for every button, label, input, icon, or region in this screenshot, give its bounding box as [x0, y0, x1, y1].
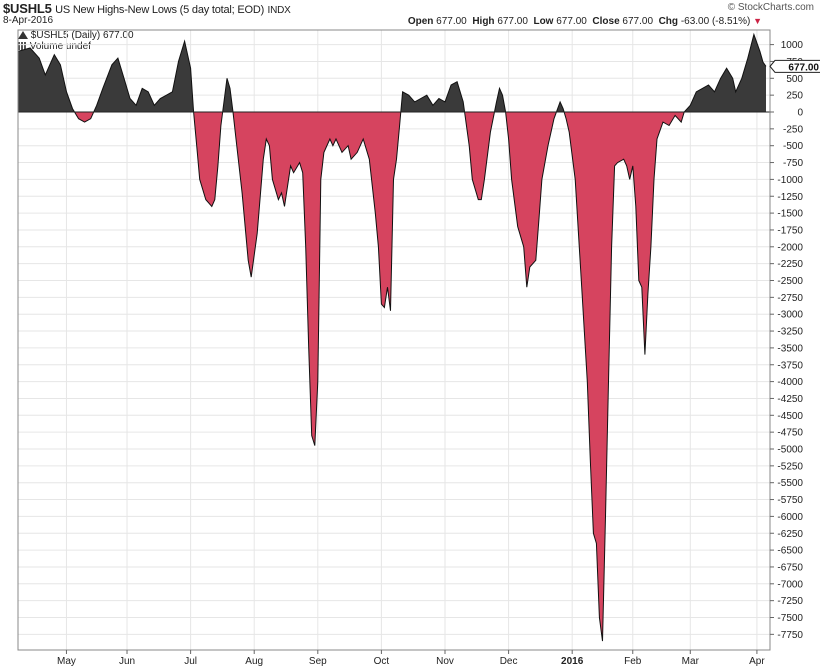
last-value-tag-label: 677.00 [788, 62, 819, 73]
y-tick-label: -4750 [777, 428, 803, 439]
volume-legend: Volume undef [18, 41, 91, 52]
series-line-path [17, 32, 767, 642]
axes [17, 29, 771, 651]
last-value-tag [769, 59, 820, 73]
as-of-date: 8-Apr-2016 [3, 15, 54, 26]
y-tick-label: 250 [786, 91, 803, 102]
y-tick-label: -1250 [777, 192, 803, 203]
x-axis-ticks: May Jun Jul Aug Sep Oct Nov Dec 2016 Feb Mar Apr [57, 650, 765, 667]
symbol-label: $USHL5 [3, 1, 52, 16]
y-tick-label: -1750 [777, 225, 803, 236]
y-tick-label: -1500 [777, 209, 803, 220]
series-line [17, 32, 770, 642]
x-tick-label: Aug [245, 656, 263, 667]
y-tick-label: 1000 [781, 40, 804, 51]
y-tick-label: -5250 [777, 461, 803, 472]
y-tick-label: -6250 [777, 529, 803, 540]
chart-title: $USHL5 US New Highs-New Lows (5 day tota… [3, 1, 291, 16]
y-tick-label: -4250 [777, 394, 803, 405]
open-label: Open [407, 16, 434, 27]
y-tick-label: -1000 [777, 175, 803, 186]
x-tick-label: May [57, 656, 76, 667]
ohlc-summary: Open 677.00 High 677.00 Low 677.00 Close… [408, 16, 762, 27]
x-tick-label: Dec [500, 656, 518, 667]
plot-frame [17, 29, 771, 651]
series-legend-label: $USHL5 (Daily) 677.00 [30, 30, 134, 41]
low-label: Low [533, 16, 554, 27]
y-tick-label: -2000 [777, 242, 803, 253]
y-tick-label: -7250 [777, 596, 803, 607]
y-tick-label: 500 [786, 74, 803, 85]
last-value-tag-group: 677.00 [769, 59, 820, 73]
stockcharts-logo: © StockCharts.com [727, 2, 814, 13]
y-tick-label: -5500 [777, 478, 803, 489]
y-tick-label: -250 [783, 124, 803, 135]
x-tick-label: 2016 [561, 656, 584, 667]
y-tick-label: -7500 [777, 613, 803, 624]
x-tick-label: Mar [682, 656, 700, 667]
symbol-description: US New Highs-New Lows (5 day total; EOD) [55, 4, 265, 16]
volume-bars-icon [18, 42, 27, 50]
y-tick-label: -3500 [777, 343, 803, 354]
y-tick-label: -4000 [777, 377, 803, 388]
y-tick-label: -6750 [777, 562, 803, 573]
y-tick-label: 0 [797, 108, 803, 119]
low-value: 677.00 [556, 16, 587, 27]
exchange-label: INDX [267, 5, 291, 16]
high-label: High [472, 16, 495, 27]
y-tick-label: -2750 [777, 293, 803, 304]
x-tick-label: Feb [624, 656, 642, 667]
down-arrow-icon: ▼ [753, 16, 762, 26]
y-tick-label: -3750 [777, 360, 803, 371]
y-axis-ticks: 10007505002500-250-500-750-1000-1250-150… [770, 40, 803, 641]
y-tick-label: -4500 [777, 411, 803, 422]
negative-area [18, 112, 766, 642]
y-tick-label: -2500 [777, 276, 803, 287]
x-tick-label: Apr [749, 656, 765, 667]
x-tick-label: Sep [309, 656, 327, 667]
volume-legend-label: Volume undef [29, 41, 91, 52]
y-tick-label: -5750 [777, 495, 803, 506]
x-tick-label: Oct [374, 656, 390, 667]
high-value: 677.00 [497, 16, 528, 27]
chg-value: -63.00 (-8.51%) [680, 16, 751, 27]
close-label: Close [592, 16, 620, 27]
open-value: 677.00 [436, 16, 467, 27]
x-tick-label: Nov [436, 656, 454, 667]
close-value: 677.00 [622, 16, 654, 27]
y-tick-label: -7000 [777, 579, 803, 590]
y-tick-label: -750 [783, 158, 803, 169]
y-tick-label: -3000 [777, 310, 803, 321]
area-chart-icon [18, 31, 28, 39]
y-tick-label: -6000 [777, 512, 803, 523]
x-tick-label: Jul [184, 656, 197, 667]
y-tick-label: -2250 [777, 259, 803, 270]
x-tick-label: Jun [119, 656, 135, 667]
y-tick-label: -7750 [777, 630, 803, 641]
y-tick-label: -6500 [777, 546, 803, 557]
chg-label: Chg [658, 16, 679, 27]
chart-header: $USHL5 US New Highs-New Lows (5 day tota… [0, 0, 820, 30]
y-tick-label: -3250 [777, 327, 803, 338]
y-tick-label: -5000 [777, 445, 803, 456]
y-tick-label: -500 [783, 141, 803, 152]
series-legend: $USHL5 (Daily) 677.00 [18, 30, 134, 41]
